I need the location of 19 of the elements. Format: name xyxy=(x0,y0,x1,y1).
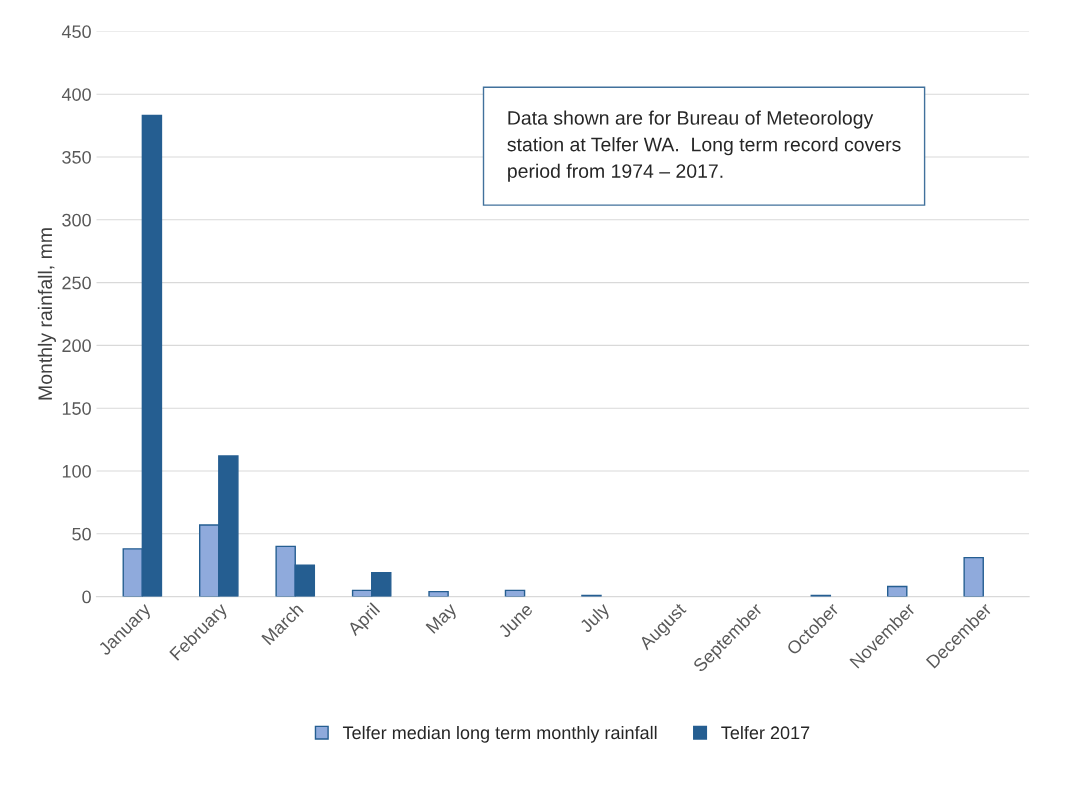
annotation: Data shown are for Bureau of Meteorology station at Telfer WA. Long term record covers period from 1974 – 2017. xyxy=(507,110,901,182)
legend-label: Telfer median long term monthly rainfall xyxy=(342,725,657,743)
bar xyxy=(887,585,908,597)
y-tick-label: 50 xyxy=(72,527,91,541)
bar xyxy=(963,556,984,597)
legend-label: Telfer 2017 xyxy=(721,725,810,740)
bar xyxy=(428,590,449,597)
y-tick-label: 300 xyxy=(62,213,91,227)
x-tick-label: July xyxy=(578,601,613,636)
y-tick-label: 200 xyxy=(62,339,91,353)
y-tick-label: 350 xyxy=(62,150,91,164)
y-tick-label: 400 xyxy=(61,88,91,101)
y-axis-title: Monthly rainfall, mm xyxy=(37,228,56,400)
y-tick-label: 100 xyxy=(62,464,91,478)
x-tick-label: May xyxy=(425,601,461,637)
y-tick-label: 0 xyxy=(82,590,91,604)
y-tick-label: 250 xyxy=(62,276,91,290)
y-tick-label: 450 xyxy=(61,25,91,39)
y-tick-label: 150 xyxy=(62,402,91,415)
